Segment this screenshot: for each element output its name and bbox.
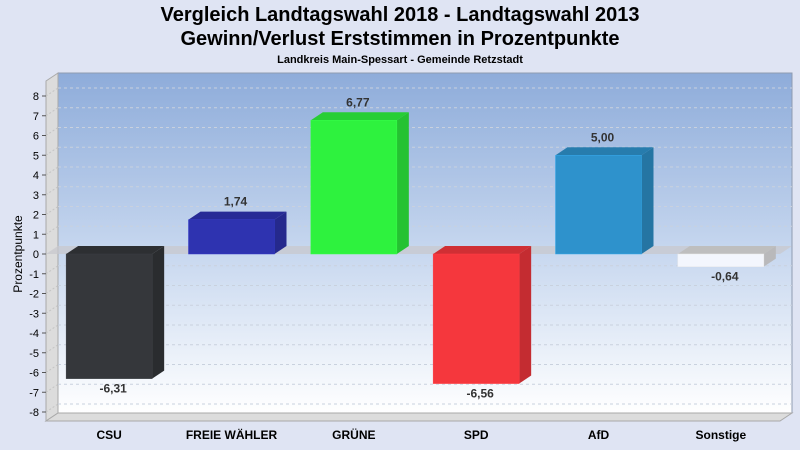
y-tick-label: 4 [33, 170, 39, 182]
grid-line-side [45, 146, 59, 156]
value-label: -6,56 [466, 387, 494, 401]
y-tick-label: -3 [29, 308, 39, 320]
y-tick-label: 0 [33, 249, 39, 261]
x-tick-label: SPD [464, 428, 489, 442]
left-wall [45, 72, 59, 422]
back-wall [57, 72, 793, 414]
bar-side [274, 211, 287, 254]
bar-front [65, 253, 153, 379]
grid-line-side [45, 186, 59, 196]
bar-afd [555, 147, 654, 255]
y-tick-label: -7 [29, 387, 39, 399]
chart-location-subtitle: Landkreis Main-Spessart - Gemeinde Retzs… [277, 54, 523, 66]
grid-line-side [45, 127, 59, 136]
grid-line-side [45, 107, 59, 117]
grid-line-side [45, 225, 59, 235]
grid-line-side [45, 304, 59, 314]
grid-line-side [45, 344, 59, 354]
grid-line-side [45, 206, 59, 215]
value-label: 5,00 [591, 130, 615, 144]
value-label: 1,74 [224, 195, 248, 209]
bar-front [555, 155, 642, 255]
y-tick-label: 1 [33, 229, 39, 241]
bar-side [152, 246, 165, 379]
bar-front [310, 120, 398, 255]
grid-line-side [45, 324, 59, 334]
x-tick-label: GRÜNE [332, 427, 375, 442]
bar-spd [432, 246, 532, 384]
grid-line-side [45, 403, 59, 413]
bar-top [677, 246, 776, 254]
grid-line-side [45, 285, 59, 294]
y-tick-label: -6 [29, 368, 39, 380]
bar-top [310, 112, 409, 121]
y-tick-label: -5 [29, 348, 39, 360]
bar-gr-ne [310, 112, 409, 255]
bar-front [677, 253, 765, 267]
y-tick-label: 6 [33, 131, 39, 143]
floor [44, 412, 794, 422]
y-axis-label: Prozentpunkte [11, 215, 25, 293]
bar-top [555, 147, 654, 156]
y-tick-label: -8 [29, 407, 39, 419]
bar-side [763, 246, 776, 267]
bar-top [433, 246, 532, 254]
y-tick-label: 3 [33, 190, 39, 202]
bar-top [66, 246, 165, 254]
y-tick-label: 7 [33, 111, 39, 123]
bar-freie-w-hler [188, 211, 287, 255]
grid-line-side [45, 166, 59, 176]
value-label: -6,31 [99, 382, 127, 396]
x-tick-label: CSU [96, 428, 121, 442]
y-tick-label: -4 [29, 328, 39, 340]
y-tick-label: 2 [33, 210, 39, 222]
y-tick-label: 5 [33, 150, 39, 162]
grid-line-side [45, 383, 59, 393]
x-tick-label: Sonstige [695, 428, 746, 442]
value-label: -0,64 [711, 270, 739, 284]
value-label: 6,77 [346, 95, 370, 109]
bar-side [519, 246, 532, 384]
grid-line-side [45, 265, 59, 275]
x-tick-label: FREIE WÄHLER [186, 427, 278, 442]
bar-csu [65, 246, 165, 379]
bar-top [188, 211, 287, 220]
bar-side [641, 147, 654, 254]
y-tick-label: -1 [29, 269, 39, 281]
bar-front [432, 253, 520, 384]
chart-subtitle: Gewinn/Verlust Erststimmen in Prozentpun… [180, 28, 620, 50]
chart-title: Vergleich Landtagswahl 2018 - Landtagswa… [160, 4, 640, 26]
grid-line-side [45, 364, 59, 373]
y-tick-label: 8 [33, 91, 39, 103]
x-tick-label: AfD [588, 428, 610, 442]
bar-sonstige [677, 246, 776, 267]
bar-side [396, 112, 409, 254]
grid-line-side [45, 87, 59, 97]
bar-front [188, 219, 275, 255]
y-tick-label: -2 [29, 289, 39, 301]
